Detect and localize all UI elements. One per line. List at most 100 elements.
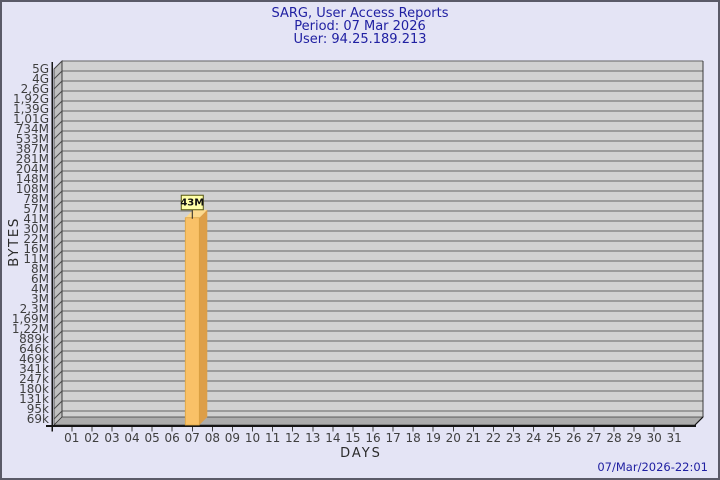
plot-area [62, 61, 703, 417]
x-tick-label: 16 [365, 431, 380, 445]
y-tick [53, 390, 63, 400]
y-tick-label: 22M [23, 232, 49, 246]
x-tick-label: 12 [285, 431, 300, 445]
value-flag [180, 194, 204, 211]
x-tick-label: 17 [385, 431, 400, 445]
x-tick-label: 24 [526, 431, 541, 445]
y-tick-label: 387M [16, 142, 49, 156]
y-tick [53, 380, 63, 390]
generated-timestamp: 07/Mar/2026-22:01 [597, 460, 708, 474]
y-tick [53, 110, 63, 120]
y-tick [53, 210, 63, 220]
y-tick-label: 2,6G [21, 82, 49, 96]
y-tick-label: 204M [16, 162, 49, 176]
x-tick-label: 25 [546, 431, 561, 445]
y-tick-label: 889k [19, 332, 49, 346]
x-tick-label: 31 [667, 431, 682, 445]
y-tick-label: 1,92G [13, 92, 49, 106]
y-tick-label: 1,01G [13, 112, 49, 126]
y-tick-label: 2,3M [20, 302, 49, 316]
y-tick [53, 80, 63, 90]
y-tick [53, 180, 63, 190]
x-tick-label: 27 [586, 431, 601, 445]
y-tick [53, 240, 63, 250]
x-tick-label: 19 [426, 431, 441, 445]
y-tick [53, 200, 63, 210]
y-tick-label: 41M [23, 212, 49, 226]
y-tick-label: 8M [31, 262, 49, 276]
y-tick-label: 247k [19, 372, 49, 386]
x-tick-label: 20 [446, 431, 461, 445]
x-tick-label: 09 [225, 431, 240, 445]
y-tick-label: 646k [19, 342, 49, 356]
x-tick-label: 04 [124, 431, 139, 445]
y-tick [53, 330, 63, 340]
x-tick-label: 01 [64, 431, 79, 445]
x-tick-label: 23 [506, 431, 521, 445]
floor [53, 416, 704, 426]
x-axis-title: DAYS [340, 446, 382, 461]
y-tick-label: 281M [16, 152, 49, 166]
y-tick-label: 6M [31, 272, 49, 286]
y-tick [53, 340, 63, 350]
floor-right-corner [694, 416, 704, 426]
y-tick-label: 4M [31, 282, 49, 296]
bar-side-face [199, 209, 208, 425]
y-tick [53, 120, 63, 130]
x-tick-label: 11 [265, 431, 280, 445]
y-tick [53, 190, 63, 200]
y-tick [53, 250, 63, 260]
y-tick [53, 170, 63, 180]
x-tick-label: 03 [104, 431, 119, 445]
y-tick-label: 1,39G [13, 102, 49, 116]
y-tick [53, 130, 63, 140]
y-tick [53, 410, 63, 420]
y-axis-title: BYTES [6, 217, 22, 267]
y-tick-label: 533M [16, 132, 49, 146]
y-tick [53, 270, 63, 280]
x-tick-label: 10 [245, 431, 260, 445]
x-tick-label: 18 [406, 431, 421, 445]
y-tick [53, 350, 63, 360]
y-tick-label: 69k [27, 412, 49, 426]
x-tick-label: 28 [606, 431, 621, 445]
x-tick-label: 07 [185, 431, 200, 445]
y-tick [53, 140, 63, 150]
y-tick [53, 70, 63, 80]
x-tick-label: 29 [626, 431, 641, 445]
y-tick-label: 341k [19, 362, 49, 376]
y-tick-label: 1,22M [12, 322, 49, 336]
y-tick-label: 16M [23, 242, 49, 256]
y-tick-label: 95k [27, 402, 49, 416]
y-tick [53, 60, 63, 70]
y-tick-label: 180k [19, 382, 49, 396]
y-tick [53, 400, 63, 410]
y-tick [53, 150, 63, 160]
y-tick [53, 320, 63, 330]
y-tick [53, 370, 63, 380]
x-tick-label: 15 [345, 431, 360, 445]
x-tick-label: 26 [566, 431, 581, 445]
x-tick-label: 02 [84, 431, 99, 445]
y-tick-label: 3M [31, 292, 49, 306]
y-tick [53, 90, 63, 100]
y-tick [53, 310, 63, 320]
report-period: Period: 07 Mar 2026 [294, 19, 426, 34]
bar-day-07 [184, 217, 200, 426]
y-tick [53, 360, 63, 370]
y-tick [53, 290, 63, 300]
x-tick-label: 13 [305, 431, 320, 445]
report-header: SARG, User Access Reports Period: 07 Mar… [2, 7, 718, 46]
x-tick-label: 08 [205, 431, 220, 445]
y-tick [53, 260, 63, 270]
report-title: SARG, User Access Reports [271, 6, 449, 21]
value-flag-label: 43M [180, 198, 204, 209]
x-tick-label: 06 [165, 431, 180, 445]
y-tick-label: 469k [19, 352, 49, 366]
report-user: User: 94.25.189.213 [293, 32, 427, 47]
y-tick-label: 131k [19, 392, 49, 406]
y-tick-label: 5G [32, 62, 49, 76]
y-tick-label: 4G [32, 72, 49, 86]
